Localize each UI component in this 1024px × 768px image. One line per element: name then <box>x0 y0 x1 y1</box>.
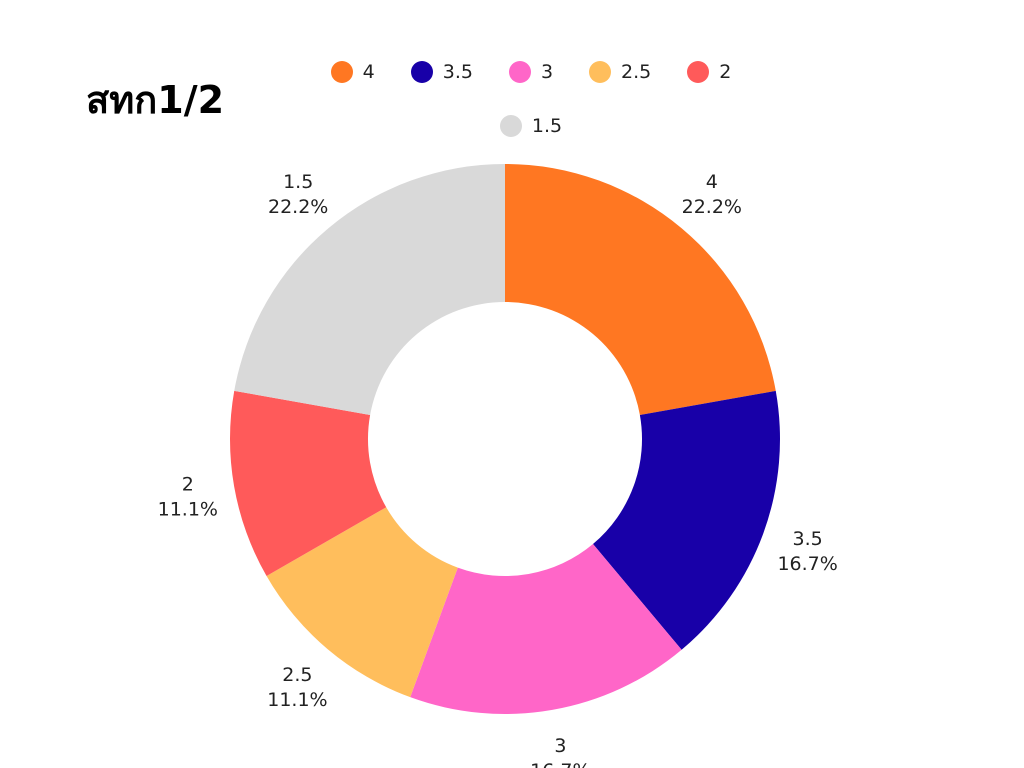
slice-3-5[interactable] <box>592 390 780 650</box>
legend-item-4[interactable]: 4 <box>330 61 375 83</box>
slice-1-5[interactable] <box>234 164 505 416</box>
slice-2-5[interactable] <box>266 507 458 698</box>
slice-labels: 422.2% 3.516.7% 316.7% 2.511.1% 211.1% 1.522.… <box>158 171 838 768</box>
legend-swatch <box>687 61 710 83</box>
slice-label-4: 4 22.2% <box>682 171 742 218</box>
legend-label: 2 <box>719 61 732 83</box>
legend-label: 1.5 <box>531 115 563 137</box>
slice-label-3: 316.7% <box>530 735 590 768</box>
legend-swatch <box>330 61 353 83</box>
legend-item-3-5[interactable]: 3.5 <box>410 61 473 83</box>
slice-label-2-5: 2.5 11.1% <box>267 664 327 711</box>
legend-label: 2.5 <box>621 61 652 83</box>
slice-label-2: 2 11.1% <box>158 473 218 520</box>
legend-swatch <box>499 115 522 137</box>
legend-item-1-5[interactable]: 1.5 <box>499 115 563 137</box>
legend-item-3[interactable]: 3 <box>508 61 554 83</box>
legend-item-2-5[interactable]: 2.5 <box>589 61 651 83</box>
legend-swatch <box>410 61 433 83</box>
legend-row-2: 1.5 <box>0 106 1024 146</box>
slice-3[interactable] <box>410 544 682 714</box>
legend-row-1: 4 3.5 3 2.5 2 <box>0 52 1024 92</box>
legend-label: 3 <box>540 61 554 83</box>
legend-swatch <box>508 61 531 83</box>
legend-item-2[interactable]: 2 <box>687 61 731 83</box>
slice-4[interactable] <box>505 164 776 416</box>
legend-label: 4 <box>362 61 375 83</box>
legend-swatch <box>589 61 612 83</box>
slice-label-3-5: 3.5 16.7% <box>777 528 837 575</box>
slice-2[interactable] <box>229 390 387 577</box>
donut-slices <box>229 164 780 714</box>
slice-label-1-5: 1.5 22.2% <box>268 171 328 218</box>
chart-title: สทก1/2 <box>86 78 225 122</box>
chart-legend: 4 3.5 3 2.5 2 1.5 <box>0 52 1024 160</box>
legend-label: 3.5 <box>442 61 473 83</box>
